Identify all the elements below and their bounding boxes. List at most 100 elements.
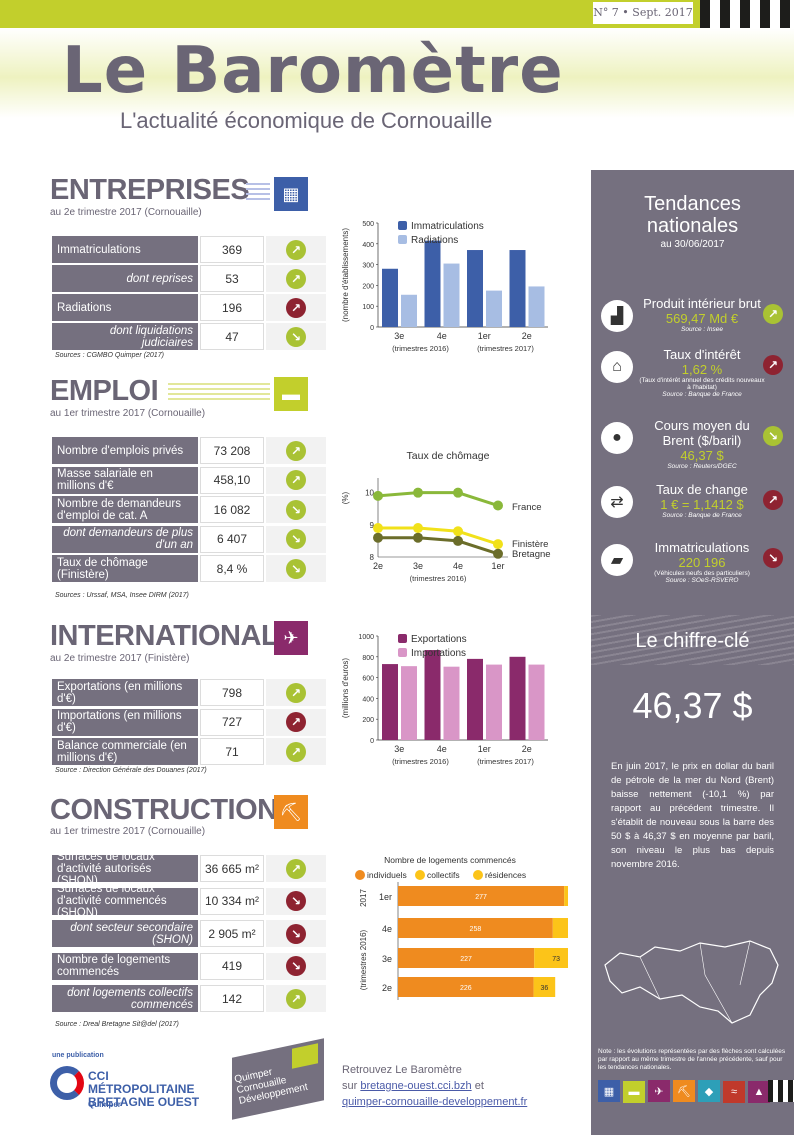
airplane-icon: ✈ (274, 621, 308, 655)
page-title: Le Baromètre (62, 34, 564, 108)
cci-city: Quimper (88, 1100, 121, 1109)
car-icon: ▰ (601, 544, 633, 576)
x-group-label: (trimestres 2017) (477, 344, 534, 353)
indicator-value: 10 334 m² (200, 887, 264, 915)
chart-title: Nombre de logements commencés (384, 855, 516, 865)
data-point (493, 500, 503, 511)
indicator-trend: ↘ (266, 920, 326, 947)
x-group-label: (trimestres 2016) (410, 574, 467, 583)
bar (533, 977, 556, 997)
cci-name: CCI MÉTROPOLITAINE BRETAGNE OUEST (88, 1069, 200, 1109)
decor-lines (246, 183, 270, 201)
footer-links: Retrouvez Le Baromètre sur bretagne-oues… (342, 1062, 527, 1110)
cci-logo-icon (50, 1066, 84, 1100)
legend-label: résidences (485, 870, 526, 880)
indicator-label: Immatriculations (52, 236, 198, 263)
data-point (493, 539, 503, 550)
indicator-label: Surfaces de locaux d'activité commencés … (52, 883, 198, 919)
indicator-trend: ↗ (266, 855, 326, 882)
y-tick-label: 8 (370, 553, 375, 562)
link-qcd[interactable]: quimper-cornouaille-developpement.fr (342, 1096, 528, 1108)
indicator-trend: ↗ (266, 236, 326, 263)
section-title-construction: CONSTRUCTION (50, 794, 278, 826)
decor-lines (591, 615, 794, 665)
briefcase-icon: ▬ (274, 377, 308, 411)
indicator-value: 6 407 (200, 525, 264, 553)
data-label: 226 (460, 985, 472, 992)
indicator-trend: ↘ (266, 887, 326, 915)
indicator-value: 73 208 (200, 437, 264, 464)
bar (401, 294, 417, 327)
bar (552, 918, 568, 938)
indicator-value: 727 (200, 708, 264, 736)
data-point (373, 532, 383, 543)
indicator-trend: ↗ (266, 437, 326, 464)
footer-stripes (768, 1080, 794, 1102)
sidebar-date: au 30/06/2017 (660, 239, 725, 250)
indicator-value: 36 665 m² (200, 855, 264, 882)
trend-up-icon: ↗ (286, 239, 306, 260)
bar (398, 886, 565, 906)
y-tick-label: 200 (362, 717, 374, 724)
chart-title: Taux de chômage (407, 450, 490, 462)
source-note: Source : Dreal Bretagne Sit@del (2017) (55, 1021, 179, 1028)
group-label: (trimestres 2016) (359, 929, 368, 990)
bar (443, 263, 460, 327)
trend-up-icon: ↗ (286, 268, 306, 289)
x-tick-label: 3e (394, 744, 404, 754)
y-axis-label: (millions d'euros) (341, 658, 350, 719)
footer-retrouvez: Retrouvez Le Baromètre (342, 1064, 462, 1076)
data-point (373, 490, 383, 501)
x-tick-label: 2e (373, 561, 383, 571)
bar (534, 948, 568, 968)
trend-down-red-icon: ↘ (286, 891, 306, 911)
note-text: Note : les évolutions représentées par d… (598, 1048, 786, 1071)
exchange-icon: ⇄ (601, 486, 633, 518)
key-figure-text: En juin 2017, le prix en dollar du baril… (611, 761, 774, 870)
y-tick-label: 100 (362, 304, 374, 311)
indicator-value: 196 (200, 294, 264, 321)
y-tick-label: 200 (362, 283, 374, 290)
excavator-icon: ⛏ (274, 795, 308, 829)
indicator-value: 369 (200, 236, 264, 263)
bar (509, 656, 526, 740)
source-note: Sources : CGMBO Quimper (2017) (55, 352, 164, 359)
data-label: 73 (552, 956, 560, 963)
y-tick-label: 1er (379, 892, 392, 902)
y-tick-label: 400 (362, 242, 374, 249)
indicator-row: dont secteur secondaire (SHON) 2 905 m² ↘ (52, 920, 326, 947)
data-point (373, 523, 383, 534)
trend-down-icon: ↘ (286, 558, 306, 579)
indicator-value: 16 082 (200, 496, 264, 523)
cornouaille-map-icon (604, 940, 779, 1024)
link-cci[interactable]: bretagne-ouest.cci.bzh (360, 1080, 472, 1092)
trend-up-red-icon: ↗ (763, 490, 783, 510)
calendar-icon: ▦ (274, 177, 308, 211)
x-tick-label: 4e (437, 744, 447, 754)
header-stripes (700, 0, 794, 28)
data-point (493, 548, 503, 559)
x-group-label: (trimestres 2016) (392, 757, 449, 766)
indicator-value: 419 (200, 952, 264, 980)
x-tick-label: 1er (478, 744, 491, 754)
trend-label: Cours moyen du Brent ($/baril) (654, 418, 750, 448)
trend-up-red-icon: ↗ (286, 712, 306, 732)
data-point (453, 535, 463, 546)
y-tick-label: 3e (382, 954, 392, 964)
indicator-label: dont liquidations judiciaires (52, 323, 198, 350)
group-label: 2017 (359, 889, 368, 907)
sidebar-header: Tendances nationales au 30/06/2017 (591, 178, 794, 250)
section-period: au 2e trimestre 2017 (Cornouaille) (50, 207, 202, 218)
legend-swatch (355, 870, 365, 880)
bar (467, 250, 483, 327)
trend-value: 220 196 (678, 555, 726, 570)
key-figure-value: 46,37 $ (632, 685, 753, 726)
chart-international: (millions d'euros) 0 200 400 600 800 1000 3e 4e 1… (341, 634, 548, 766)
bar (424, 240, 441, 327)
series-line (378, 526, 499, 546)
indicator-row: Taux de chômage (Finistère) 8,4 % ↘ (52, 555, 326, 582)
indicator-trend: ↗ (266, 294, 326, 321)
x-tick-label: 1er (491, 561, 504, 571)
y-tick-label: 4e (382, 924, 392, 934)
legend-swatch (415, 870, 425, 880)
